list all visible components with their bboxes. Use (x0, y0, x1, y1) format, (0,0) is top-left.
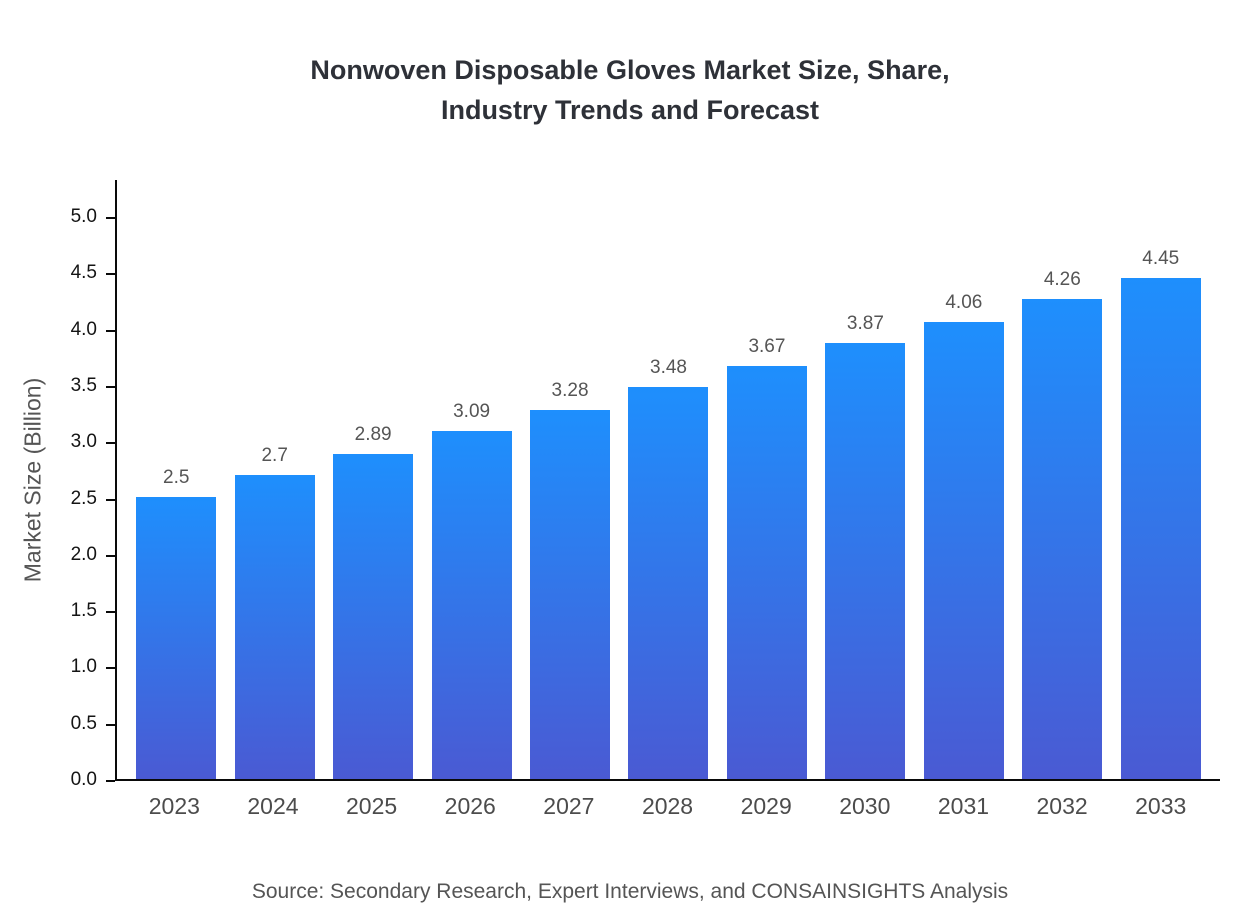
bar-group-2028: 3.48 (619, 357, 717, 779)
bar-group-2023: 2.5 (127, 467, 225, 779)
source-note: Source: Secondary Research, Expert Inter… (251, 880, 1009, 903)
bar-2027 (530, 410, 611, 779)
y-tick-label: 1.5 (70, 600, 97, 622)
bar-value-label: 3.87 (846, 313, 884, 334)
y-tick-label: 4.5 (70, 262, 97, 284)
bar-value-label: 2.89 (354, 424, 392, 445)
y-axis: 0.0 0.5 1.0 1.5 2.0 2.5 3.0 3.5 4.0 4.5 5.0 (0, 180, 115, 790)
plot-area: 2.5 2.7 2.89 3.09 3.28 3.48 3.67 3.87 4.06 4.26 4.… (115, 180, 1220, 781)
x-axis: 2023 2024 2025 2026 2027 2028 2029 2030 2031 2032… (115, 793, 1220, 820)
chart-title-line-1: Nonwoven Disposable Gloves Market Size, … (310, 55, 950, 85)
x-tick-label-2026: 2026 (444, 793, 496, 819)
y-tick-mark (106, 611, 115, 614)
bar-group-2025: 2.89 (324, 424, 422, 779)
bar-group-2027: 3.28 (521, 380, 619, 779)
bar-value-label: 4.26 (1043, 269, 1081, 290)
bar-2033 (1120, 278, 1201, 779)
bar-2023 (136, 497, 217, 779)
bar-group-2033: 4.45 (1112, 248, 1210, 779)
x-tick-label-2031: 2031 (937, 793, 990, 819)
bar-2031 (923, 322, 1004, 779)
x-tick-label-2023: 2023 (148, 793, 200, 819)
y-tick-label: 0.5 (70, 712, 97, 734)
y-tick-mark (106, 217, 115, 219)
bar-2024 (234, 475, 315, 779)
y-tick-label: 0.0 (70, 769, 97, 790)
bar-group-2032: 4.26 (1013, 269, 1111, 779)
bar-group-2029: 3.67 (718, 336, 816, 779)
bar-group-2030: 3.87 (816, 313, 914, 779)
y-tick-mark (106, 442, 115, 445)
bar-2030 (825, 343, 906, 779)
y-tick-mark (106, 385, 115, 388)
y-tick-mark (106, 667, 115, 670)
chart-title-line-2: Industry Trends and Forecast (440, 95, 820, 125)
x-tick-label-2025: 2025 (346, 793, 398, 819)
y-tick-label: 5.0 (70, 206, 97, 227)
bar-value-label: 2.5 (163, 467, 190, 488)
x-tick-label-2029: 2029 (740, 793, 792, 819)
bar-2026 (431, 431, 512, 779)
y-tick-mark (106, 780, 115, 782)
bar-2025 (333, 454, 414, 779)
y-tick-mark (106, 329, 115, 332)
x-tick-label-2030: 2030 (839, 793, 891, 819)
bar-value-label: 2.7 (261, 445, 288, 466)
bar-value-label: 4.45 (1142, 248, 1180, 269)
bar-2029 (726, 366, 807, 779)
bar-group-2026: 3.09 (422, 401, 520, 779)
y-tick-label: 3.5 (70, 374, 97, 396)
bar-group-2031: 4.06 (915, 292, 1013, 779)
chart-title: Nonwoven Disposable Gloves Market Size, … (0, 50, 1260, 130)
bar-2028 (628, 387, 709, 779)
bar-value-label: 3.28 (551, 380, 589, 401)
y-tick-mark (106, 723, 115, 726)
bar-value-label: 4.06 (945, 292, 983, 313)
bar-value-label: 3.67 (748, 336, 786, 357)
bar-value-label: 3.48 (650, 357, 687, 378)
bar-group-2024: 2.7 (225, 445, 323, 779)
y-tick-label: 3.0 (70, 431, 97, 453)
x-tick-label-2033: 2033 (1135, 793, 1187, 819)
x-tick-label-2028: 2028 (641, 793, 694, 819)
y-tick-mark (106, 498, 115, 501)
x-tick-label-2024: 2024 (247, 793, 299, 819)
x-tick-label-2027: 2027 (543, 793, 595, 819)
x-tick-label-2032: 2032 (1036, 793, 1088, 819)
y-tick-label: 2.5 (70, 487, 97, 509)
bar-value-label: 3.09 (453, 401, 491, 422)
y-tick-mark (106, 273, 115, 276)
bar-2032 (1022, 299, 1103, 779)
y-tick-label: 1.0 (70, 656, 97, 678)
bars-container: 2.5 2.7 2.89 3.09 3.28 3.48 3.67 3.87 4.06 4.26 4.… (117, 180, 1220, 779)
y-tick-mark (106, 554, 115, 557)
y-tick-label: 2.0 (70, 543, 97, 565)
y-tick-label: 4.0 (70, 318, 97, 340)
